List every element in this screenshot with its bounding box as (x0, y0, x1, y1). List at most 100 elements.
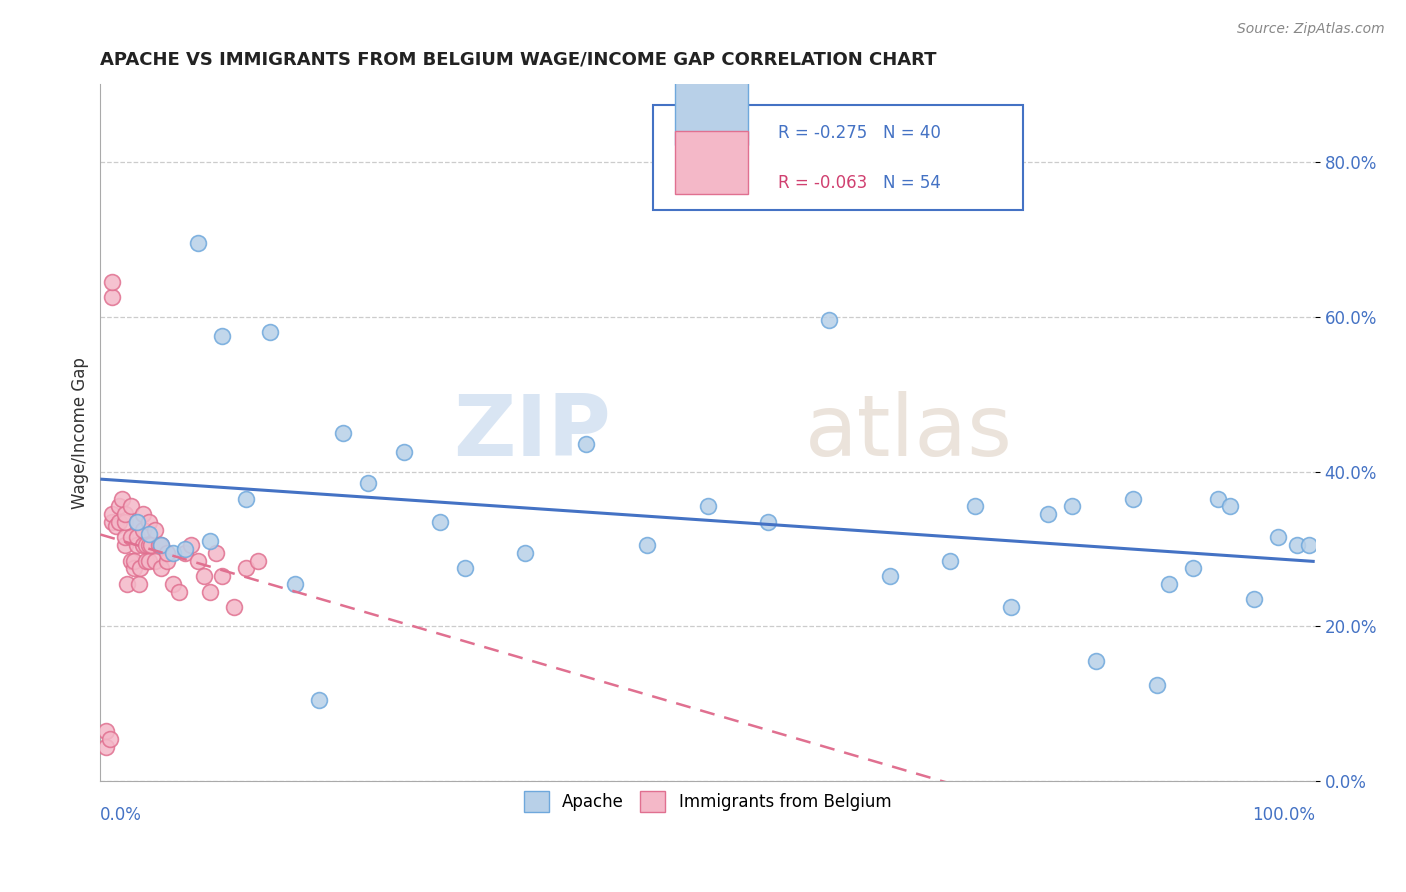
Point (132, 538, 155, 552)
Point (186, 235, 208, 250)
Point (101, 275, 124, 289)
Point (114, 538, 136, 552)
Point (1298, 538, 1320, 552)
Point (575, 437, 598, 451)
Point (148, 538, 170, 552)
Point (193, 569, 215, 583)
Point (284, 577, 307, 591)
Text: Source: ZipAtlas.com: Source: ZipAtlas.com (1237, 22, 1385, 37)
Point (259, 325, 281, 339)
Point (169, 584, 191, 599)
Point (1122, 491, 1144, 506)
Point (1182, 561, 1205, 575)
Point (879, 569, 901, 583)
FancyBboxPatch shape (675, 82, 748, 145)
Point (125, 515, 148, 529)
Point (1036, 507, 1059, 521)
Point (1219, 500, 1241, 514)
Point (101, 515, 124, 529)
Point (120, 554, 142, 568)
Point (114, 530, 136, 544)
Text: APACHE VS IMMIGRANTS FROM BELGIUM WAGE/INCOME GAP CORRELATION CHART: APACHE VS IMMIGRANTS FROM BELGIUM WAGE/I… (100, 51, 936, 69)
Legend: Apache, Immigrants from Belgium: Apache, Immigrants from Belgium (517, 785, 898, 819)
Point (756, 515, 779, 529)
Point (1243, 592, 1265, 607)
Point (98, 731, 121, 746)
Point (135, 538, 157, 552)
Point (247, 554, 270, 568)
Point (114, 515, 136, 529)
Point (180, 538, 202, 552)
Point (204, 546, 226, 560)
Point (156, 546, 179, 560)
Point (120, 500, 142, 514)
Point (138, 526, 160, 541)
Point (515, 546, 537, 560)
Point (356, 476, 378, 491)
Point (101, 290, 124, 304)
Point (150, 538, 173, 552)
Point (138, 515, 160, 529)
Point (107, 515, 129, 529)
Text: R = -0.275: R = -0.275 (778, 124, 868, 143)
Point (308, 693, 330, 707)
Point (132, 523, 155, 537)
Point (332, 425, 354, 440)
Text: 100.0%: 100.0% (1251, 805, 1315, 824)
Point (111, 491, 134, 506)
Point (198, 534, 221, 549)
Point (235, 561, 257, 575)
Point (222, 600, 245, 615)
Point (96, 724, 118, 739)
Point (696, 500, 718, 514)
Point (1146, 677, 1168, 691)
Point (124, 561, 146, 575)
Point (125, 530, 148, 544)
Point (939, 554, 962, 568)
Point (818, 313, 841, 327)
Point (963, 500, 986, 514)
Point (107, 500, 129, 514)
Point (211, 569, 233, 583)
Text: R = -0.063: R = -0.063 (778, 175, 868, 193)
Point (125, 538, 148, 552)
FancyBboxPatch shape (675, 131, 748, 194)
Point (174, 541, 197, 556)
Point (115, 577, 138, 591)
Point (132, 507, 155, 521)
Point (636, 538, 658, 552)
Point (174, 546, 197, 560)
Point (143, 554, 166, 568)
Point (1157, 577, 1180, 591)
Point (162, 577, 184, 591)
Point (124, 554, 146, 568)
Point (135, 554, 157, 568)
Text: N = 54: N = 54 (883, 175, 941, 193)
Point (235, 491, 257, 506)
Point (114, 507, 136, 521)
Point (392, 445, 415, 459)
Point (150, 538, 173, 552)
Point (453, 561, 475, 575)
Point (162, 546, 184, 560)
Point (1285, 538, 1308, 552)
Point (120, 530, 142, 544)
Point (128, 577, 150, 591)
Point (156, 554, 179, 568)
Point (1085, 654, 1108, 668)
Point (101, 507, 124, 521)
Point (143, 523, 166, 537)
Point (125, 515, 148, 529)
Y-axis label: Wage/Income Gap: Wage/Income Gap (72, 357, 89, 508)
Point (1206, 491, 1229, 506)
Point (429, 515, 451, 529)
FancyBboxPatch shape (652, 105, 1024, 210)
Point (138, 538, 160, 552)
Point (198, 584, 221, 599)
Point (129, 561, 152, 575)
Point (211, 329, 233, 343)
Text: ZIP: ZIP (453, 392, 610, 475)
Point (138, 554, 160, 568)
Point (1000, 600, 1022, 615)
Point (1267, 530, 1289, 544)
